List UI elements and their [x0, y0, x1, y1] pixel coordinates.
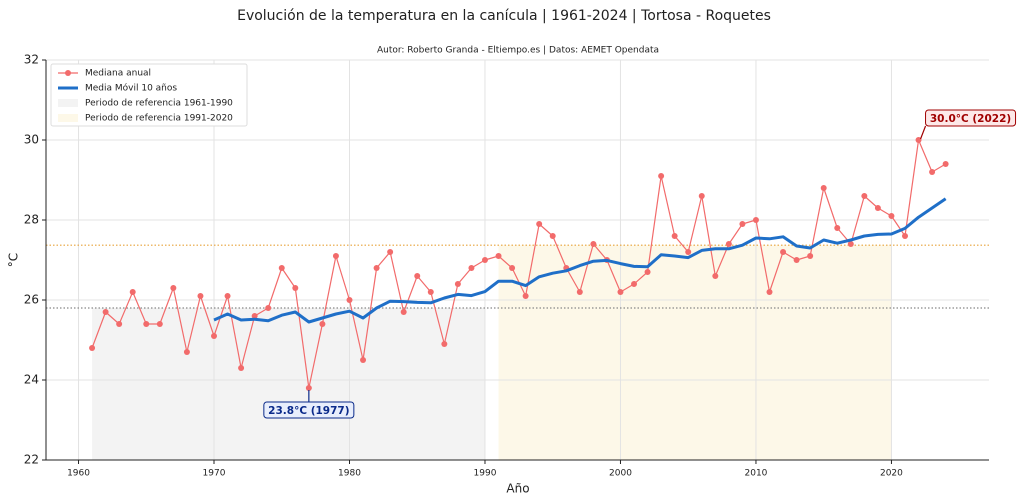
data-point	[170, 285, 177, 291]
x-axis-label: Año	[506, 482, 529, 496]
data-point	[942, 161, 949, 167]
data-point	[468, 265, 475, 271]
x-tick-label: 2000	[609, 469, 632, 479]
x-tick-label: 1970	[203, 469, 226, 479]
data-point	[278, 265, 285, 271]
legend-box	[50, 63, 248, 127]
data-point	[834, 225, 841, 231]
data-point	[766, 289, 773, 295]
data-point	[143, 321, 150, 327]
data-point	[454, 281, 461, 287]
data-point	[509, 265, 516, 271]
x-tick-label: 1960	[67, 469, 90, 479]
data-point	[712, 273, 719, 279]
data-point	[251, 313, 258, 319]
data-point	[658, 173, 665, 179]
legend-label: Periodo de referencia 1961-1990	[85, 99, 233, 109]
data-point	[901, 233, 908, 239]
data-point	[631, 281, 638, 287]
data-point	[522, 293, 529, 299]
y-tick-label: 26	[24, 293, 39, 307]
data-point	[332, 253, 339, 259]
data-point	[224, 293, 231, 299]
x-tick-label: 2020	[880, 469, 903, 479]
data-point	[481, 257, 488, 263]
data-point	[820, 185, 827, 191]
annotation-arrow	[919, 125, 927, 140]
data-point	[590, 241, 597, 247]
data-point	[752, 217, 759, 223]
data-point	[265, 305, 272, 311]
y-tick-label: 22	[24, 453, 39, 467]
data-point	[671, 233, 678, 239]
data-point	[305, 385, 312, 391]
reference-span	[498, 245, 892, 460]
data-point	[780, 249, 787, 255]
data-point	[414, 273, 421, 279]
data-point	[617, 289, 624, 295]
data-point	[211, 333, 218, 339]
data-point	[102, 309, 109, 315]
legend: Mediana anual Media Móvil 10 años Periodo …	[50, 63, 248, 127]
legend-label: Media Móvil 10 años	[85, 83, 177, 94]
data-point	[495, 253, 502, 259]
data-point	[238, 365, 245, 371]
data-point	[861, 193, 868, 199]
annotation-label: 23.8°C (1977)	[268, 405, 349, 417]
data-point	[292, 285, 299, 291]
data-point	[116, 321, 123, 327]
data-point	[441, 341, 448, 347]
annotation-label: 30.0°C (2022)	[930, 113, 1011, 125]
data-point	[89, 345, 96, 351]
x-tick-label: 1990	[474, 469, 497, 479]
data-point	[793, 257, 800, 263]
legend-marker	[65, 70, 71, 76]
y-tick-label: 28	[24, 213, 39, 227]
legend-label: Mediana anual	[85, 69, 151, 79]
legend-label: Periodo de referencia 1991-2020	[85, 114, 233, 124]
legend-swatch	[58, 114, 78, 122]
data-point	[847, 241, 854, 247]
chart-subtitle: Autor: Roberto Granda - Eltiempo.es | Da…	[377, 46, 659, 56]
data-point	[888, 213, 895, 219]
data-point	[929, 169, 936, 175]
data-point	[725, 241, 732, 247]
legend-swatch	[58, 99, 78, 107]
data-point	[427, 289, 434, 295]
y-tick-label: 32	[24, 53, 39, 67]
data-point	[698, 193, 705, 199]
data-point	[400, 309, 407, 315]
data-point	[874, 205, 881, 211]
data-point	[685, 249, 692, 255]
data-point	[197, 293, 204, 299]
data-point	[129, 289, 136, 295]
x-tick-label: 1980	[338, 469, 361, 479]
data-point	[549, 233, 556, 239]
annotation-box	[263, 401, 355, 419]
data-point	[346, 297, 353, 303]
data-point	[373, 265, 380, 271]
data-point	[536, 221, 543, 227]
x-tick-label: 2010	[745, 469, 768, 479]
data-point	[739, 221, 746, 227]
reference-span	[92, 308, 485, 460]
annotation-box	[925, 109, 1017, 127]
data-point	[644, 269, 651, 275]
data-point	[387, 249, 394, 255]
y-tick-label: 24	[24, 373, 39, 387]
data-point	[915, 137, 922, 143]
data-point	[807, 253, 814, 259]
y-axis-label: °C	[7, 253, 21, 267]
data-point	[319, 321, 326, 327]
data-point	[156, 321, 163, 327]
data-point	[360, 357, 367, 363]
y-tick-label: 30	[24, 133, 39, 147]
chart-title: Evolución de la temperatura en la canícu…	[237, 8, 771, 24]
data-point	[183, 349, 190, 355]
data-point	[576, 289, 583, 295]
series-line	[213, 197, 947, 324]
